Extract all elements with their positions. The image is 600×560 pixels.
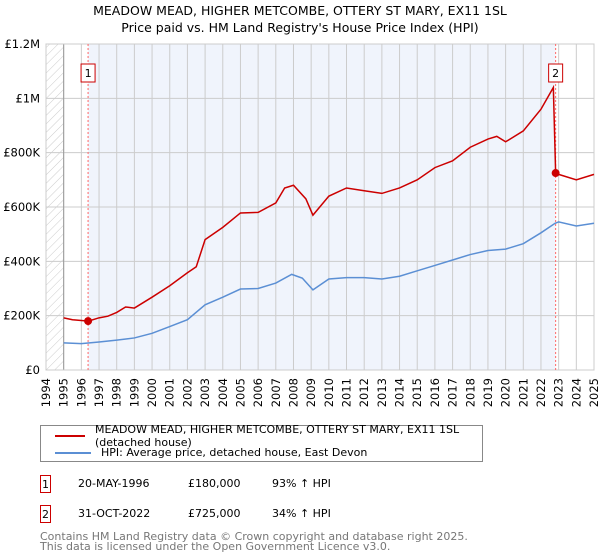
- annotation-badge: [548, 63, 564, 83]
- x-tick-label: 2008: [286, 378, 300, 407]
- x-tick-label: 2018: [463, 378, 477, 407]
- x-tick-label: 2013: [375, 378, 389, 407]
- x-tick-label: 2024: [569, 378, 583, 407]
- x-tick-label: 2001: [163, 378, 177, 407]
- x-tick-label: 1994: [39, 378, 53, 407]
- date: 31-OCT-2022: [78, 507, 151, 520]
- x-tick-label: 2006: [251, 378, 265, 407]
- y-tick-label: £1M: [15, 91, 40, 105]
- legend-swatch-red: [55, 434, 85, 437]
- y-tick-label: £0: [25, 363, 40, 377]
- x-tick-label: 2019: [481, 378, 495, 407]
- marker-badge: 1: [40, 475, 51, 493]
- price-chart: 1994 1995 1996 1997 1998 1999 2000 2001 2002 2003…: [3, 37, 600, 407]
- x-tick-label: 2003: [198, 378, 212, 407]
- x-tick-label: 2007: [269, 378, 283, 407]
- x-tick-label: 2015: [410, 378, 424, 407]
- hpi-change: 93% ↑ HPI: [272, 477, 331, 490]
- sale-point: [84, 317, 93, 326]
- footer-copyright: Contains HM Land Registry data © Crown c…: [40, 530, 468, 543]
- x-tick-label: 2011: [340, 378, 354, 407]
- x-tick-label: 2009: [304, 378, 318, 407]
- x-tick-label: 1998: [110, 378, 124, 407]
- chart-subtitle: Price paid vs. HM Land Registry's House …: [121, 20, 479, 35]
- x-tick-label: 2010: [322, 378, 336, 407]
- x-tick-label: 1999: [127, 378, 141, 407]
- chart-title: MEADOW MEAD, HIGHER METCOMBE, OTTERY ST …: [93, 3, 507, 18]
- x-tick-label: 2002: [180, 378, 194, 407]
- x-tick-label: 2014: [393, 378, 407, 407]
- hpi-change: 34% ↑ HPI: [272, 507, 331, 520]
- plot-frame: [45, 43, 595, 371]
- legend-item-hpi: HPI: Average price, detached house, East…: [55, 444, 367, 461]
- legend-label: HPI: Average price, detached house, East…: [101, 446, 368, 459]
- price: £180,000: [188, 477, 241, 490]
- marker-badge: 2: [40, 505, 51, 523]
- x-tick-label: 2005: [233, 378, 247, 407]
- legend: MEADOW MEAD, HIGHER METCOMBE, OTTERY ST …: [40, 423, 483, 462]
- legend-label: MEADOW MEAD, HIGHER METCOMBE, OTTERY ST …: [95, 422, 460, 449]
- y-tick-label: £400K: [3, 254, 40, 268]
- x-tick-label: 2017: [446, 378, 460, 407]
- x-tick-label: 2012: [357, 378, 371, 407]
- y-tick-label: £800K: [3, 146, 40, 160]
- annotation-label: 1: [85, 67, 92, 80]
- legend-swatch-blue: [55, 451, 91, 454]
- sale-point: [551, 169, 560, 178]
- x-tick-label: 2020: [499, 378, 513, 407]
- x-tick-label: 1995: [57, 378, 71, 407]
- x-tick-label: 1997: [92, 378, 106, 407]
- price: £725,000: [188, 507, 241, 520]
- footer-licence: This data is licensed under the Open Gov…: [40, 540, 391, 553]
- x-tick-label: 2025: [587, 378, 600, 407]
- x-tick-label: 2021: [516, 378, 530, 407]
- x-tick-label: 2022: [534, 378, 548, 407]
- y-tick-label: £600K: [3, 200, 40, 214]
- y-tick-label: £200K: [3, 309, 40, 323]
- price-paid-line: [63, 84, 595, 322]
- y-tick-label: £1.2M: [4, 37, 40, 51]
- x-tick-label: 2004: [216, 378, 230, 407]
- annotation-label: 2: [552, 67, 559, 80]
- x-tick-label: 1996: [74, 378, 88, 407]
- date: 20-MAY-1996: [78, 477, 150, 490]
- x-tick-label: 2000: [145, 378, 159, 407]
- x-tick-label: 2023: [552, 378, 566, 407]
- annotation-badge: [80, 63, 96, 83]
- hpi-line: [63, 221, 595, 345]
- x-tick-label: 2016: [428, 378, 442, 407]
- legend-item-property: MEADOW MEAD, HIGHER METCOMBE, OTTERY ST …: [55, 423, 482, 449]
